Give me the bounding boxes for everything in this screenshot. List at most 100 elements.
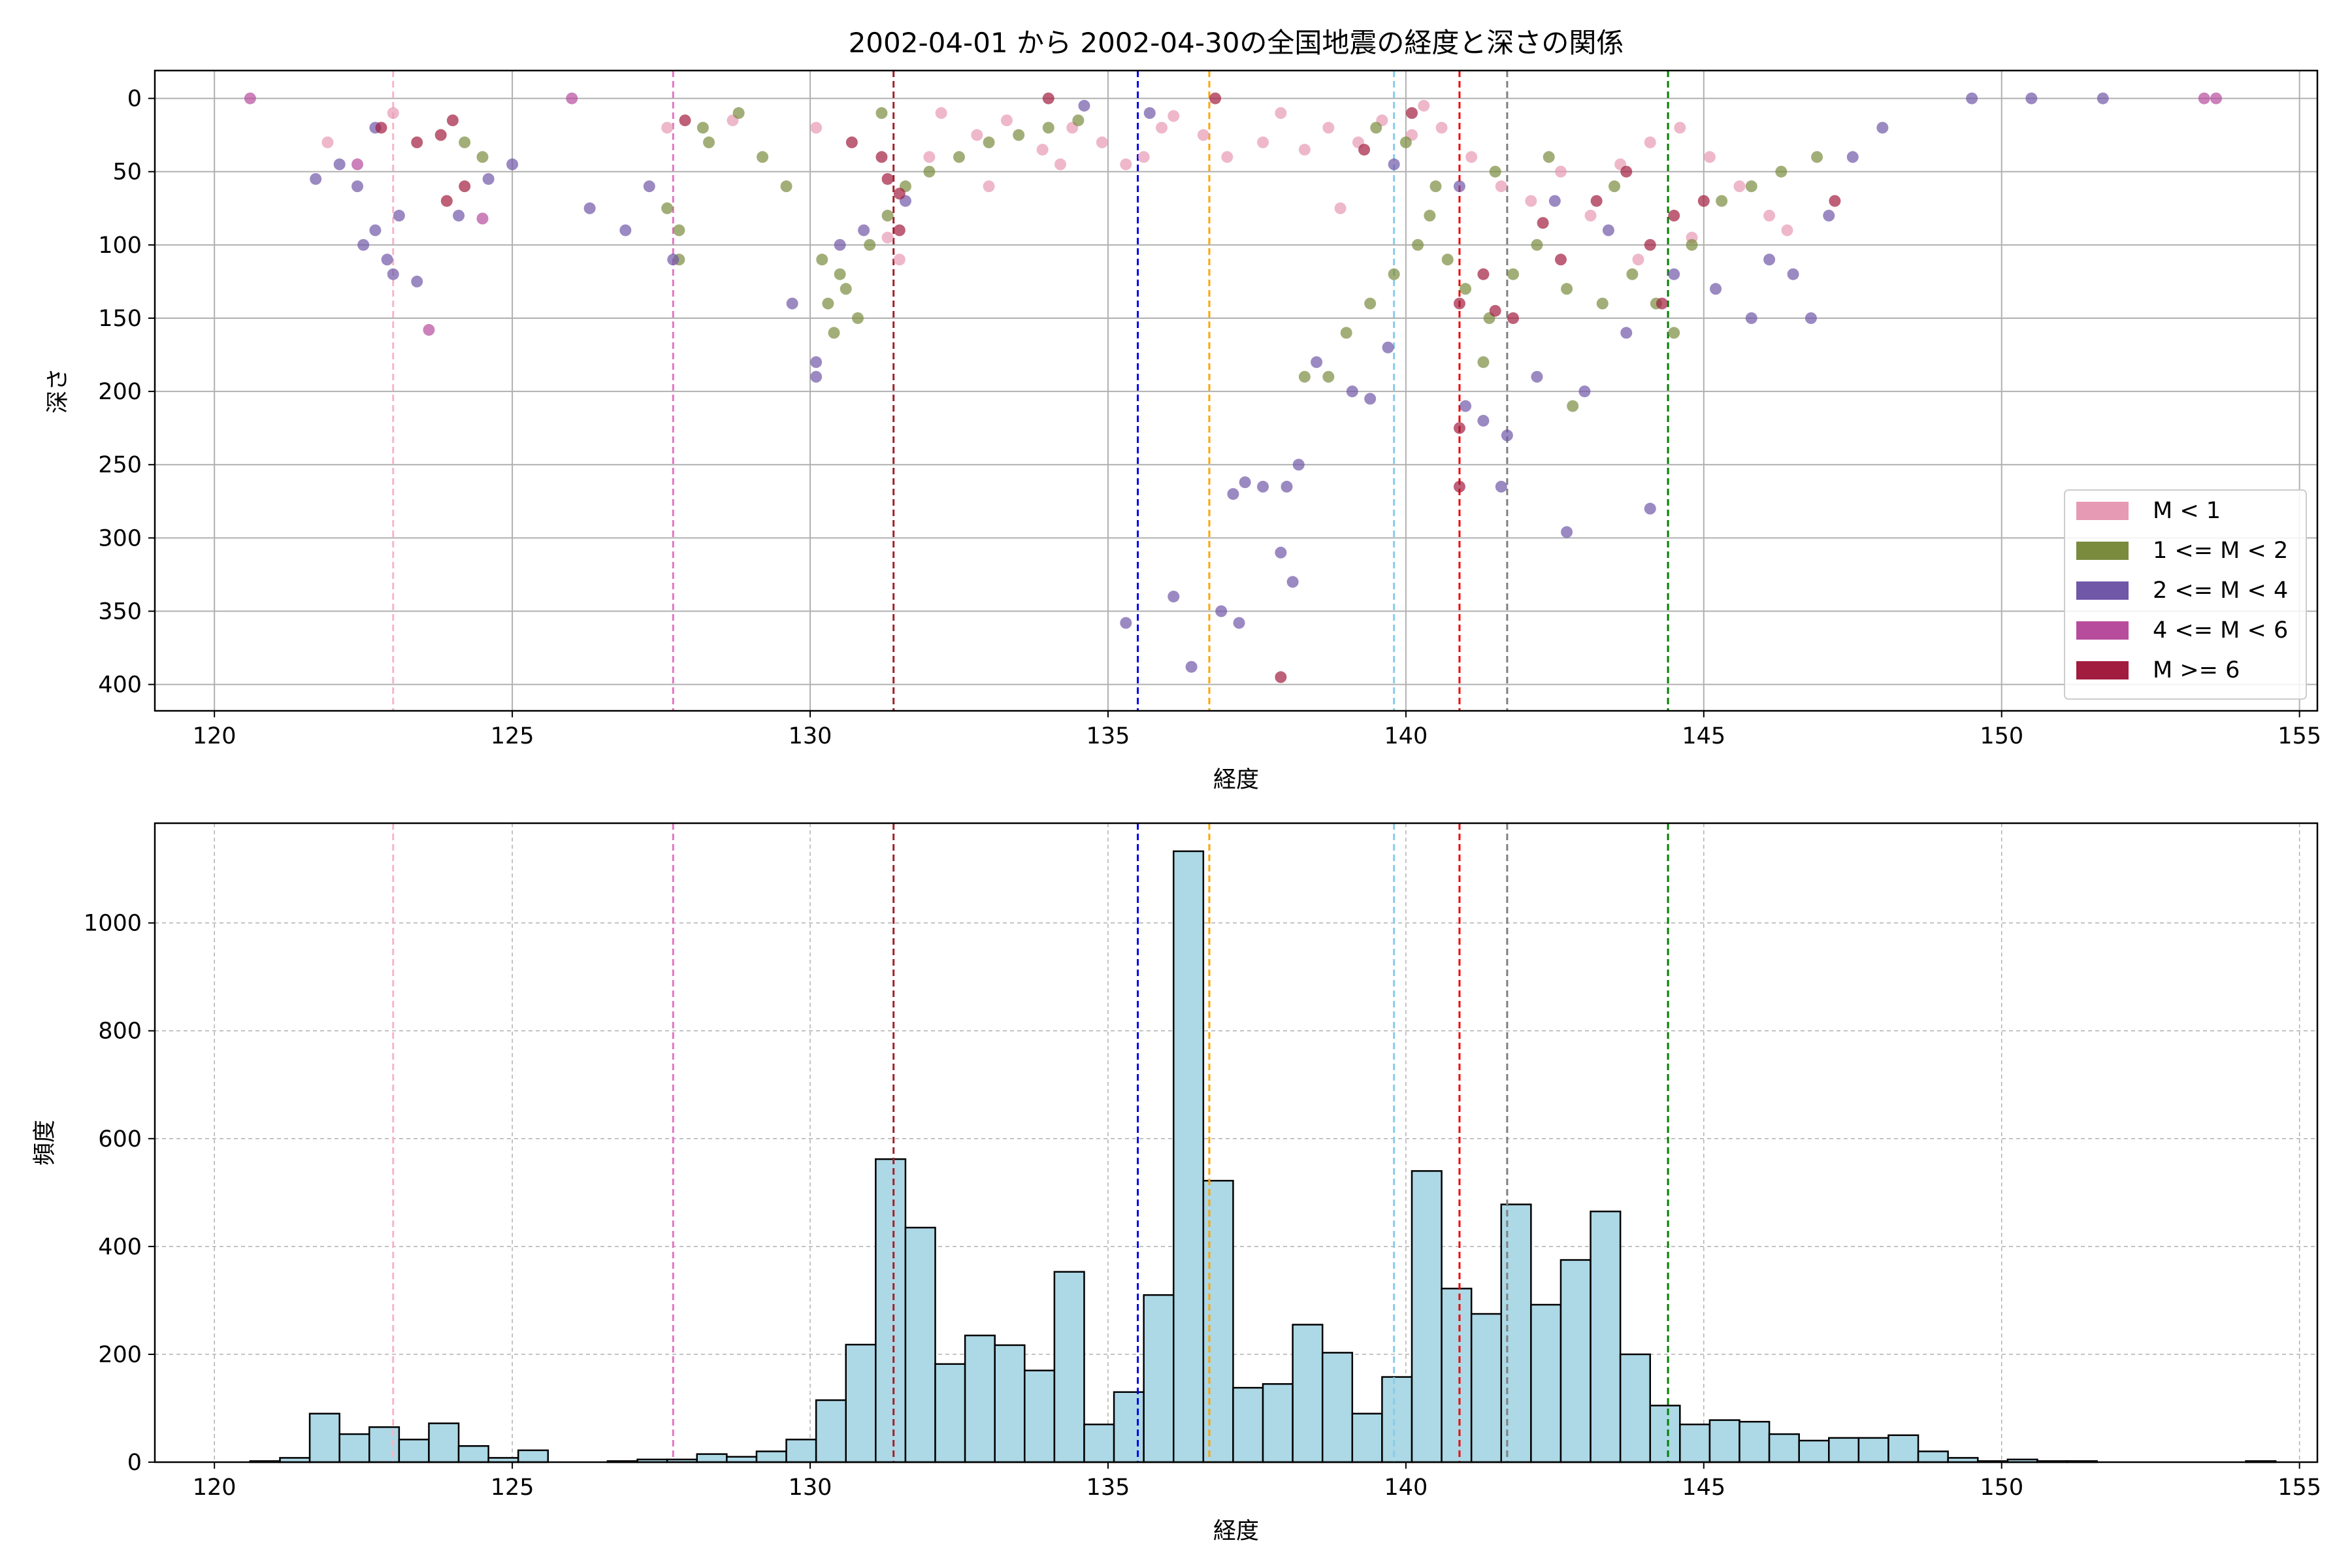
- scatter-point: [1745, 180, 1757, 193]
- histogram-bar: [1828, 1437, 1860, 1463]
- histogram-bar: [1262, 1383, 1294, 1463]
- histogram-chart: 120 125 130 135 140 145 150 155 0 200 400 600 800 10…: [32, 822, 2321, 1544]
- histogram-bar: [1143, 1294, 1175, 1463]
- scatter-point: [1334, 202, 1347, 214]
- scatter-point: [1805, 312, 1817, 324]
- scatter-point: [1441, 253, 1454, 266]
- histogram-bar: [1798, 1439, 1830, 1463]
- histogram-y-tick-label: 200: [98, 1342, 142, 1368]
- scatter-point: [506, 158, 519, 171]
- scatter-point: [1388, 158, 1400, 171]
- scatter-point: [351, 180, 364, 193]
- scatter-point: [667, 253, 679, 266]
- scatter-point: [1281, 480, 1293, 493]
- scatter-point: [1531, 238, 1543, 251]
- scatter-point: [1388, 268, 1400, 280]
- histogram-bar: [1173, 850, 1205, 1463]
- scatter-point: [696, 122, 709, 134]
- scatter-point: [1668, 268, 1680, 280]
- scatter-point: [375, 122, 387, 134]
- scatter-point: [1554, 253, 1567, 266]
- scatter-point: [423, 323, 435, 336]
- scatter-point: [1710, 283, 1722, 295]
- legend-swatch-m-4-6: [2076, 621, 2129, 640]
- scatter-point: [1674, 122, 1686, 134]
- histogram-bar: [1321, 1352, 1354, 1463]
- legend-swatch-m-ge-6: [2076, 661, 2129, 679]
- scatter-point: [453, 210, 465, 222]
- scatter-y-ticks: 0 50 100 150 200 250 300 350 400: [98, 86, 155, 698]
- scatter-y-tick-label: 150: [98, 306, 142, 332]
- scatter-point: [1716, 195, 1728, 207]
- histogram-bar: [1619, 1353, 1651, 1463]
- histogram-bar: [457, 1445, 489, 1463]
- scatter-point: [566, 92, 578, 105]
- scatter-point: [1668, 327, 1680, 339]
- histogram-bar: [308, 1413, 340, 1463]
- scatter-y-tick-label: 50: [112, 159, 142, 186]
- scatter-point: [1590, 195, 1603, 207]
- scatter-point: [1185, 661, 1198, 673]
- scatter-point: [2198, 92, 2210, 105]
- histogram-bar: [517, 1449, 549, 1463]
- histogram-bar: [1351, 1413, 1383, 1463]
- scatter-point: [1322, 122, 1335, 134]
- scatter-x-tick-label: 140: [1384, 723, 1428, 749]
- scatter-point: [893, 224, 906, 237]
- legend-swatch-m-1-2: [2076, 542, 2129, 560]
- histogram-bar: [338, 1433, 370, 1463]
- scatter-point: [1382, 341, 1394, 353]
- scatter-point: [1602, 224, 1614, 237]
- scatter-point: [881, 210, 894, 222]
- scatter-point: [1435, 122, 1448, 134]
- legend-label-m-4-6: 4 <= M < 6: [2153, 617, 2288, 644]
- scatter-point: [1453, 480, 1465, 493]
- scatter-point: [1787, 268, 1799, 280]
- scatter-point: [983, 180, 995, 193]
- histogram-bar: [934, 1363, 966, 1463]
- scatter-point: [357, 238, 370, 251]
- scatter-point: [1340, 327, 1352, 339]
- histogram-y-ticks: 0 200 400 600 800 1000: [84, 911, 155, 1476]
- histogram-bar: [1441, 1287, 1473, 1463]
- scatter-point: [1537, 217, 1549, 229]
- legend-label-m-lt-1: M < 1: [2153, 498, 2221, 524]
- scatter-point: [310, 172, 322, 185]
- scatter-point: [851, 312, 864, 324]
- scatter-point: [1567, 400, 1579, 412]
- scatter-point: [1620, 165, 1633, 178]
- scatter-point: [1644, 136, 1656, 148]
- histogram-bar: [1381, 1376, 1413, 1463]
- histogram-reference-lines: [392, 823, 1669, 1462]
- scatter-point: [1209, 92, 1222, 105]
- scatter-point: [1453, 297, 1465, 310]
- scatter-point: [1584, 210, 1597, 222]
- histogram-x-tick-label: 150: [1980, 1475, 2023, 1501]
- scatter-point: [1703, 151, 1716, 163]
- scatter-point: [828, 327, 840, 339]
- histogram-bar: [1887, 1434, 1919, 1463]
- scatter-point: [1829, 195, 1841, 207]
- histogram-bar: [1083, 1423, 1115, 1463]
- histogram-x-tick-label: 120: [193, 1475, 237, 1501]
- scatter-point: [1221, 151, 1233, 163]
- scatter-point: [1733, 180, 1746, 193]
- legend-label-m-ge-6: M >= 6: [2153, 657, 2240, 683]
- histogram-x-tick-label: 155: [2278, 1475, 2321, 1501]
- scatter-point: [1298, 144, 1311, 156]
- scatter-point: [1543, 151, 1555, 163]
- legend-label-m-2-4: 2 <= M < 4: [2153, 578, 2288, 604]
- histogram-x-tick-label: 125: [491, 1475, 534, 1501]
- scatter-point: [434, 129, 447, 141]
- scatter-y-tick-label: 250: [98, 452, 142, 478]
- scatter-reference-lines: [392, 71, 1669, 711]
- scatter-point: [1465, 151, 1478, 163]
- histogram-bar: [875, 1158, 907, 1463]
- scatter-x-tick-label: 150: [1980, 723, 2023, 749]
- histogram-bar: [398, 1439, 430, 1463]
- scatter-point: [840, 283, 852, 295]
- histogram-bar: [1917, 1450, 1949, 1463]
- scatter-point: [1311, 356, 1323, 368]
- scatter-point: [1668, 210, 1680, 222]
- scatter-x-tick-label: 145: [1682, 723, 1725, 749]
